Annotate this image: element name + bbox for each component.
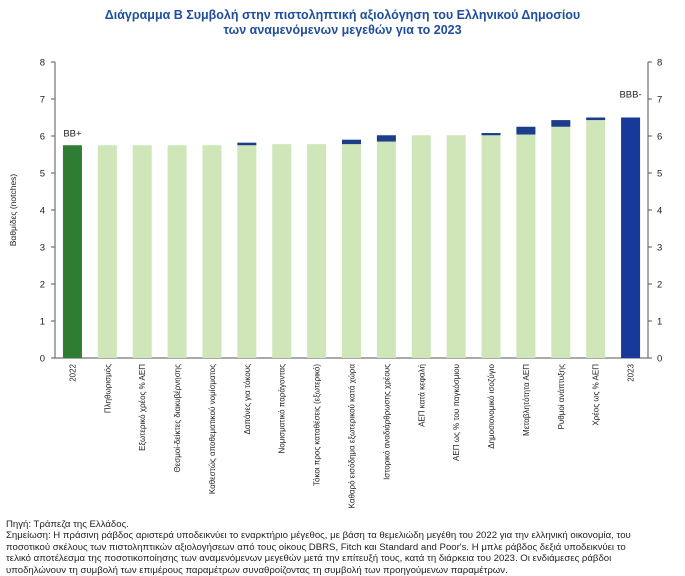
x-tick-label: Δημοσιονομικό ισοζύγιο (487, 363, 496, 448)
x-tick-label: Τόκοι προς καταθέσεις (εξωτερικό) (313, 364, 322, 486)
y-tick-label-left: 2 (40, 280, 45, 291)
title-line-1: Διάγραμμα Β Συμβολή στην πιστοληπτική αξ… (104, 8, 581, 22)
y-tick-label-left: 7 (40, 95, 45, 106)
bar-step (202, 145, 222, 358)
x-tick-label: Πληθωρισμός (103, 364, 112, 413)
y-tick-label-right: 5 (657, 169, 662, 180)
x-tick-label: Νομισματικό παράγοντας (278, 364, 287, 454)
bar-increase (551, 120, 571, 127)
bar-step (551, 126, 571, 358)
x-tick-label: Θεσμοί-δείκτες διακυβέρνησης (173, 364, 182, 473)
note-line-3: τελικό αποτέλεσμα της ποσοτικοποίησης τω… (6, 553, 612, 565)
y-axis-title: Βαθμίδες (notches) (8, 174, 18, 247)
y-tick-label-right: 0 (657, 354, 662, 365)
end-rating-label: BBB- (619, 90, 641, 101)
x-tick-label: 2023 (627, 363, 636, 381)
chart-notes: Πηγή: Τράπεζα της Ελλάδος. Σημείωση: Η π… (6, 519, 682, 576)
note-line-2: ποσοτικού σκέλους των πιστοληπτικών αξιο… (6, 541, 626, 553)
x-tick-label: Καθεστώς αποθεματικού νομίσματος (208, 364, 217, 494)
bar-step (516, 134, 536, 358)
y-tick-label-right: 6 (657, 132, 662, 143)
bar-step (307, 144, 327, 358)
source-note: Πηγή: Τράπεζα της Ελλάδος. (6, 519, 129, 530)
bar-step (167, 145, 187, 358)
x-tick-label: Χρέος ως % ΑΕΠ (592, 364, 601, 426)
y-tick-label-left: 0 (40, 354, 45, 365)
x-tick-label: Ρυθμοί ανάπτυξης (557, 364, 566, 430)
y-tick-label-right: 7 (657, 95, 662, 106)
bar-increase (376, 135, 396, 142)
bar-increase (516, 126, 536, 135)
bar-step (132, 145, 152, 358)
x-tick-label: Μεταβλητότητα ΑΕΠ (522, 364, 531, 436)
bar-increase (237, 142, 257, 146)
y-tick-label-right: 2 (657, 280, 662, 291)
bar-start (62, 145, 82, 358)
bar-step (446, 135, 466, 358)
bar-increase (342, 139, 361, 145)
y-tick-label-right: 1 (657, 317, 662, 328)
bar-step (411, 135, 431, 358)
start-rating-label: BB+ (63, 128, 82, 139)
y-tick-label-left: 3 (40, 243, 45, 254)
note-line-4: υποδηλώνουν τη συμβολή των επιμέρους παρ… (6, 564, 508, 576)
y-tick-label-left: 5 (40, 169, 45, 180)
chart-title: Διάγραμμα Β Συμβολή στην πιστοληπτική αξ… (0, 8, 685, 38)
bar-step (586, 120, 606, 358)
y-tick-label-right: 8 (657, 58, 662, 69)
x-tick-label: 2022 (68, 363, 77, 381)
bar-step (342, 144, 361, 358)
bar-step (237, 145, 257, 358)
y-tick-label-left: 1 (40, 317, 45, 328)
y-tick-label-right: 4 (657, 206, 662, 217)
x-tick-label: Εξωτερικό χρέος % ΑΕΠ (138, 364, 147, 451)
chart-area: 0 0 1 1 2 2 3 3 4 4 5 5 6 6 7 7 8 8 Βαθμίδες (notches) 2022… (8, 58, 662, 509)
note-line-1: Σημείωση: Η πράσινη ράβδος αριστερά υποδ… (6, 530, 631, 542)
title-line-2: των αναμενόμενων μεγεθών για το 2023 (223, 23, 462, 37)
x-tick-label: ΑΕΠ ως % του παγκόσμιου (452, 364, 461, 461)
bar-step (97, 145, 117, 358)
x-tick-label: Ιστορικό αναδιάρθρωσης χρέους (382, 364, 391, 480)
y-tick-label-left: 8 (40, 58, 45, 69)
bar-end (621, 117, 641, 358)
bar-step (272, 144, 292, 358)
x-tick-label: Δαπάνες για τόκους (243, 364, 252, 435)
bar-step (376, 141, 396, 358)
x-tick-label: Καθαρό εισόδημα εξωτερικού κατά χώρα (348, 364, 357, 509)
bar-step (481, 135, 501, 358)
y-tick-label-left: 4 (40, 206, 45, 217)
x-tick-label: ΑΕΠ κατά κεφαλή (417, 364, 426, 427)
y-tick-label-left: 6 (40, 132, 45, 143)
bar-increase (481, 133, 501, 136)
bar-increase (586, 117, 606, 121)
y-tick-label-right: 3 (657, 243, 662, 254)
